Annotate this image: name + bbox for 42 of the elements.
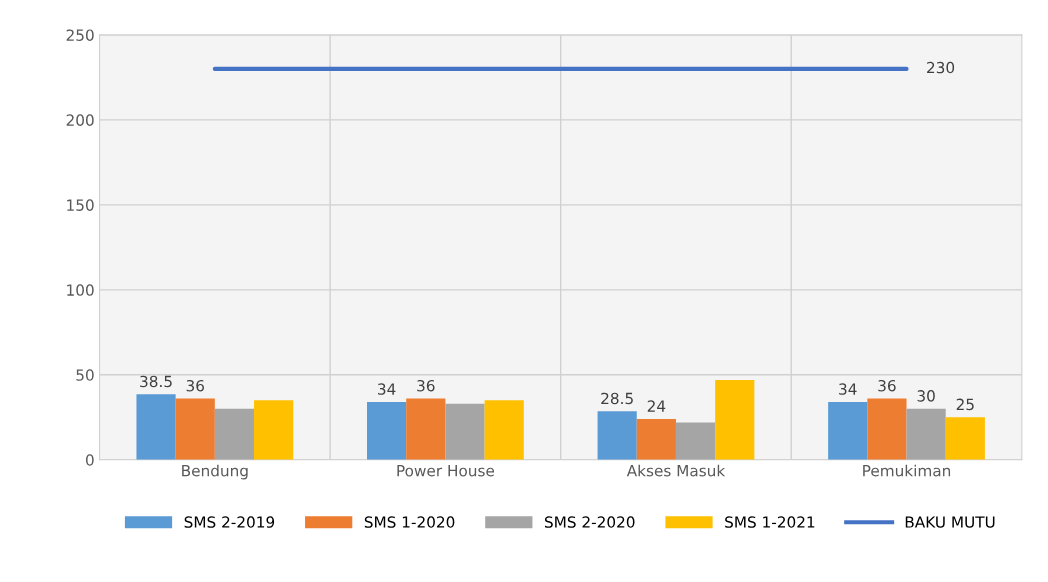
- legend-label: SMS 2-2020: [544, 516, 635, 528]
- bar: [484, 400, 524, 460]
- bar: [906, 408, 946, 460]
- bar: [867, 398, 907, 460]
- data-label: 24: [647, 400, 666, 412]
- bar: [828, 402, 868, 460]
- bar: [675, 422, 716, 460]
- data-label: 30: [917, 390, 935, 402]
- bar: [214, 408, 255, 460]
- data-label: 34: [378, 383, 396, 395]
- y-tick-label: 0: [85, 454, 94, 466]
- data-label: 28.5: [601, 392, 633, 405]
- bar: [254, 400, 294, 460]
- legend-label: SMS 1-2021: [725, 516, 815, 528]
- bar: [136, 394, 176, 460]
- bar: [367, 402, 407, 460]
- x-tick-label: Pemukiman: [863, 464, 951, 477]
- x-tick-label: Akses Masuk: [626, 464, 726, 477]
- bar: [445, 403, 485, 460]
- bar: [945, 417, 985, 460]
- legend-label: SMS 1-2020: [364, 516, 455, 528]
- data-label: 36: [878, 379, 896, 392]
- data-label: 38.5: [140, 375, 172, 388]
- bar: [175, 398, 215, 460]
- data-label: 25: [956, 398, 974, 411]
- bar: [636, 418, 676, 460]
- data-label: 36: [186, 379, 204, 392]
- y-tick-label: 150: [67, 199, 94, 211]
- y-tick-label: 50: [76, 369, 94, 381]
- y-tick-label: 250: [66, 29, 94, 41]
- data-label: 36: [417, 379, 435, 392]
- bar: [597, 411, 637, 460]
- legend-label: BAKU MUTU: [905, 516, 995, 528]
- y-tick-label: 100: [67, 284, 94, 296]
- x-tick-label: Bendung: [182, 464, 248, 480]
- legend-label: SMS 2-2019: [184, 516, 275, 528]
- x-tick-label: Power House: [397, 465, 495, 477]
- y-tick-label: 200: [66, 114, 94, 126]
- data-label: 230: [927, 61, 955, 74]
- bar: [406, 398, 446, 460]
- bar: [715, 379, 755, 460]
- data-label: 34: [839, 383, 857, 395]
